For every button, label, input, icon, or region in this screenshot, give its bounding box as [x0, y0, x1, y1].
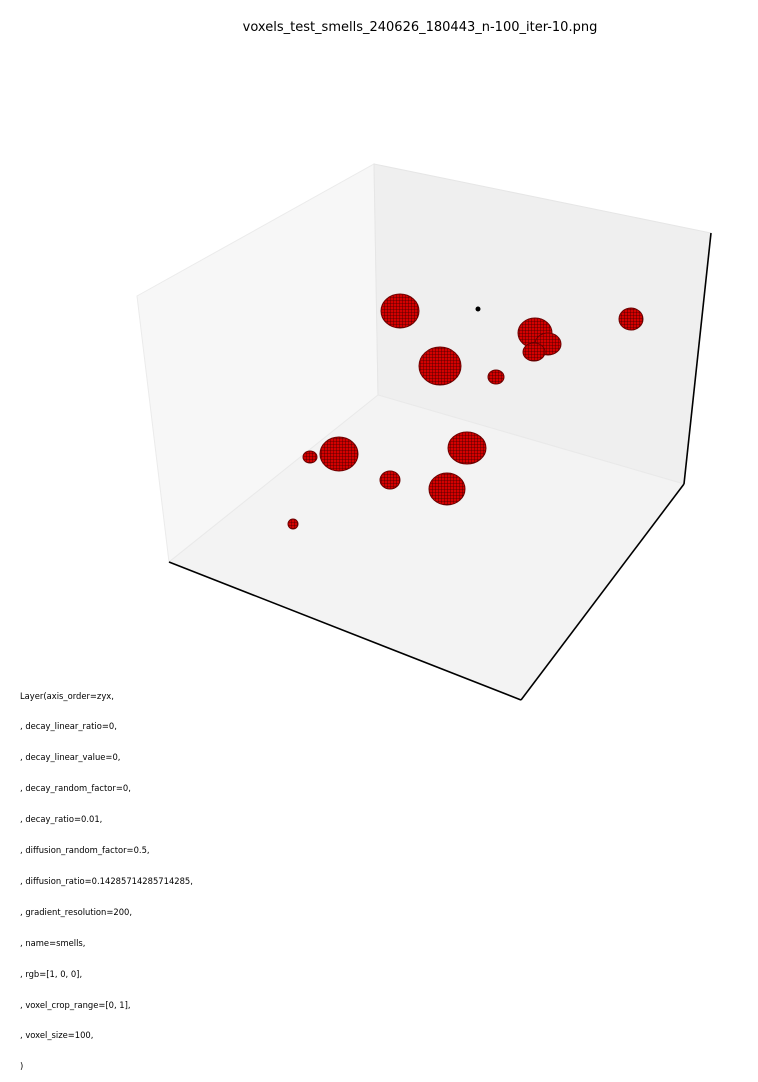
- param-line: ): [20, 1061, 24, 1072]
- y-axis-line: [520, 483, 685, 701]
- param-line: , rgb=[1, 0, 0],: [20, 968, 83, 979]
- voxel-cluster: [447, 431, 487, 465]
- voxel-cluster: [379, 470, 401, 490]
- param-line: , diffusion_ratio=0.14285714285714285,: [20, 875, 193, 886]
- param-line: , decay_random_factor=0,: [20, 783, 131, 794]
- voxel-cluster: [319, 436, 359, 472]
- param-line: , decay_linear_value=0,: [20, 752, 121, 763]
- voxel-cluster: [428, 472, 466, 506]
- param-line: Layer(axis_order=zyx,: [20, 690, 114, 701]
- chart-title: voxels_test_smells_240626_180443_n-100_i…: [243, 20, 598, 35]
- voxel-cluster: [287, 518, 299, 530]
- layer-parameters: Layer(axis_order=zyx, , decay_linear_rat…: [20, 670, 193, 1082]
- voxel-cluster: [302, 450, 318, 464]
- param-line: , voxel_size=100,: [20, 1030, 94, 1041]
- param-line: , gradient_resolution=200,: [20, 906, 133, 917]
- voxel-cluster: [618, 307, 644, 331]
- voxel-point: [475, 306, 481, 312]
- voxel-cluster: [418, 346, 462, 386]
- x-axis-line: [168, 561, 522, 701]
- param-line: , decay_linear_ratio=0,: [20, 721, 117, 732]
- z-axis-line: [683, 232, 712, 485]
- param-line: , name=smells,: [20, 937, 86, 948]
- voxel-cluster: [487, 369, 505, 385]
- voxel-cluster: [522, 342, 546, 362]
- voxel-clusters: [287, 293, 644, 530]
- param-line: , decay_ratio=0.01,: [20, 814, 103, 825]
- plot-area: voxels_test_smells_240626_180443_n-100_i…: [136, 20, 712, 701]
- voxel-cluster: [380, 293, 420, 329]
- param-line: , diffusion_random_factor=0.5,: [20, 845, 150, 856]
- param-line: , voxel_crop_range=[0, 1],: [20, 999, 131, 1010]
